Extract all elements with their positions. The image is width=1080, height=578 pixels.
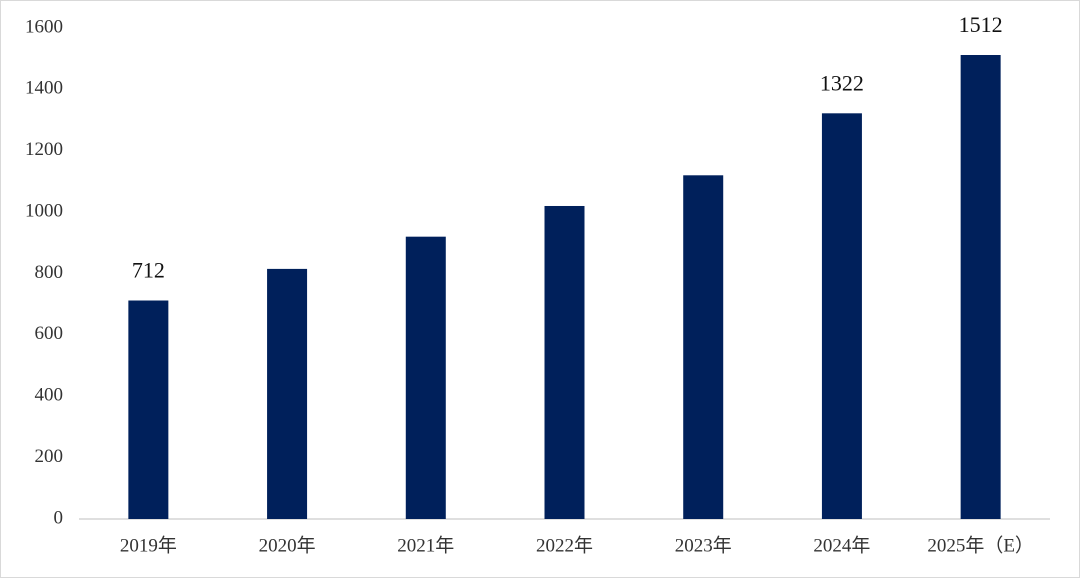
y-tick-label: 1000 [25,200,63,221]
x-tick-label: 2024年 [813,534,870,556]
bar [821,113,862,519]
y-tick-label: 400 [35,385,64,406]
y-tick-label: 600 [35,323,64,344]
bar [960,55,1001,519]
x-tick-label: 2025年（E） [927,534,1034,556]
y-tick-label: 1400 [25,78,63,99]
bar [128,300,169,519]
value-label: 1512 [959,12,1003,37]
x-tick-label: 2019年 [120,534,177,556]
value-label: 712 [132,258,165,283]
x-tick-label: 2021年 [397,534,454,556]
value-label: 1322 [820,70,864,95]
bar [405,236,446,520]
y-tick-label: 200 [35,446,64,467]
x-tick-label: 2023年 [675,534,732,556]
y-tick-label: 1200 [25,139,63,160]
bar [267,268,308,519]
y-tick-label: 800 [35,262,64,283]
x-tick-label: 2020年 [259,534,316,556]
x-tick-label: 2022年 [536,534,593,556]
bar [544,205,585,520]
y-tick-label: 0 [54,507,64,528]
y-tick-label: 1600 [25,16,63,37]
bar [683,175,724,520]
